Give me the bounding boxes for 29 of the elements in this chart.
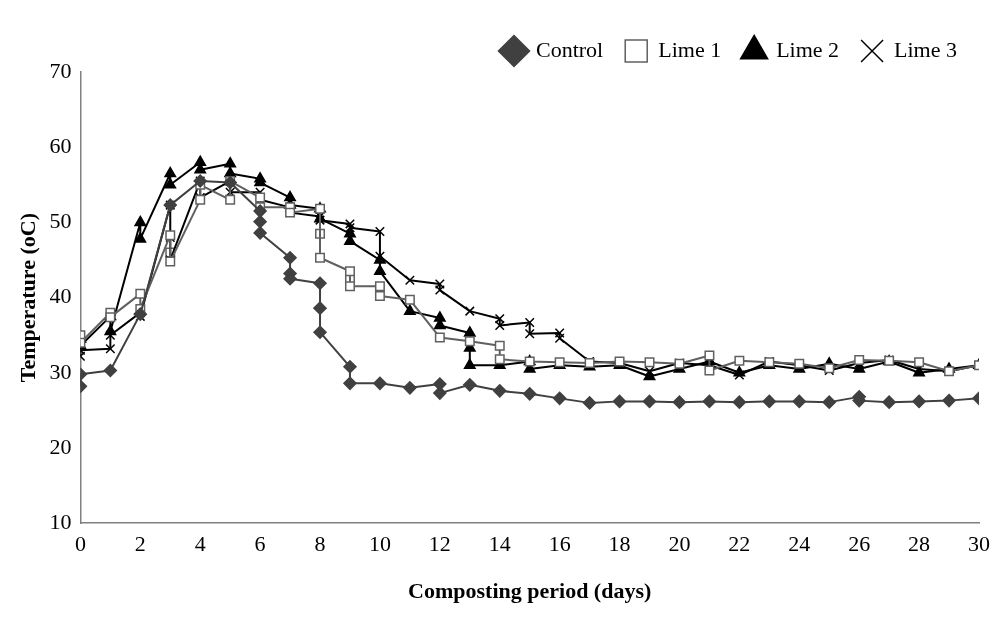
- y-tick-label: 20: [49, 433, 72, 459]
- y-tick-label: 10: [49, 508, 72, 534]
- y-tick-label: 40: [49, 283, 72, 309]
- y-tick-label: 70: [49, 57, 72, 83]
- y-axis-title: Temperature (oC): [14, 212, 40, 383]
- x-tick-label: 10: [368, 531, 391, 557]
- legend-label: Lime 1: [658, 36, 722, 62]
- y-tick-label: 50: [49, 208, 72, 234]
- legend-label: Lime 2: [776, 36, 840, 62]
- y-tick-label: 30: [49, 358, 72, 384]
- x-tick-label: 22: [728, 531, 751, 557]
- legend-label: Lime 3: [894, 36, 958, 62]
- x-tick-label: 2: [134, 531, 146, 557]
- x-tick-label: 26: [848, 531, 871, 557]
- x-tick-label: 6: [254, 531, 266, 557]
- x-tick-label: 30: [968, 531, 990, 557]
- y-tick-label: 60: [49, 132, 72, 158]
- x-tick-label: 18: [608, 531, 631, 557]
- x-tick-label: 4: [194, 531, 206, 557]
- legend-label: Control: [535, 36, 604, 62]
- x-tick-label: 20: [668, 531, 691, 557]
- x-tick-label: 16: [548, 531, 571, 557]
- x-axis-title: Composting period (days): [408, 578, 652, 604]
- x-tick-label: 0: [74, 531, 86, 557]
- x-tick-label: 12: [428, 531, 451, 557]
- x-tick-label: 8: [314, 531, 326, 557]
- x-tick-label: 28: [908, 531, 931, 557]
- x-tick-label: 14: [488, 531, 511, 557]
- x-tick-label: 24: [788, 531, 811, 557]
